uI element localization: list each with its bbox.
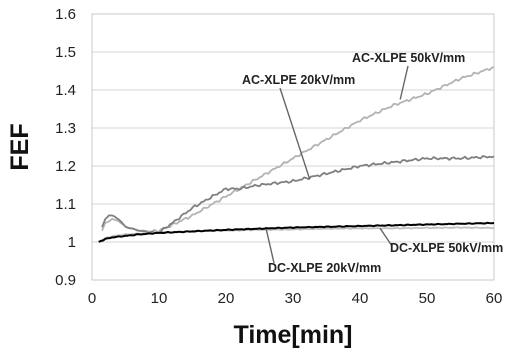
- y-tick-label: 1: [68, 234, 76, 251]
- annotation-label: AC-XLPE 20kV/mm: [242, 73, 355, 87]
- annotations: AC-XLPE 50kV/mm AC-XLPE 20kV/mm DC-XLPE 50…: [242, 51, 503, 275]
- series-line: [101, 66, 495, 233]
- annotation-leader: [379, 227, 393, 247]
- y-axis-title: FEF: [6, 123, 34, 170]
- y-tick-label: 0.9: [55, 272, 76, 289]
- x-axis-title: Time[min]: [234, 321, 353, 349]
- x-tick-label: 40: [352, 290, 369, 307]
- series-line: [98, 221, 495, 243]
- annotation-label: AC-XLPE 50kV/mm: [352, 51, 465, 65]
- plot-frame: [91, 13, 495, 281]
- x-tick-label: 20: [218, 290, 235, 307]
- x-tick-label: 60: [486, 290, 503, 307]
- series-line: [101, 155, 495, 235]
- annotation-label: DC-XLPE 50kV/mm: [390, 241, 503, 255]
- x-tick-label: 0: [88, 290, 96, 307]
- y-tick-label: 1.2: [55, 158, 76, 175]
- x-tick-label: 10: [151, 290, 168, 307]
- x-tick-label: 50: [419, 290, 436, 307]
- annotation-leader: [399, 65, 409, 100]
- y-tick-label: 1.1: [55, 196, 76, 213]
- y-tick-label: 1.3: [55, 120, 76, 137]
- x-tick-label: 30: [285, 290, 302, 307]
- annotation-leader: [279, 87, 311, 180]
- y-tick-label: 1.6: [55, 6, 76, 23]
- x-tick-labels: 0 10 20 30 40 50 60: [88, 290, 503, 307]
- annotation-leader: [265, 228, 275, 264]
- series-lines: [98, 66, 495, 244]
- y-tick-label: 1.5: [55, 44, 76, 61]
- annotation-label: DC-XLPE 20kV/mm: [268, 261, 381, 275]
- y-tick-labels: 0.9 1 1.1 1.2 1.3 1.4 1.5 1.6: [55, 6, 76, 289]
- y-tick-label: 1.4: [55, 82, 76, 99]
